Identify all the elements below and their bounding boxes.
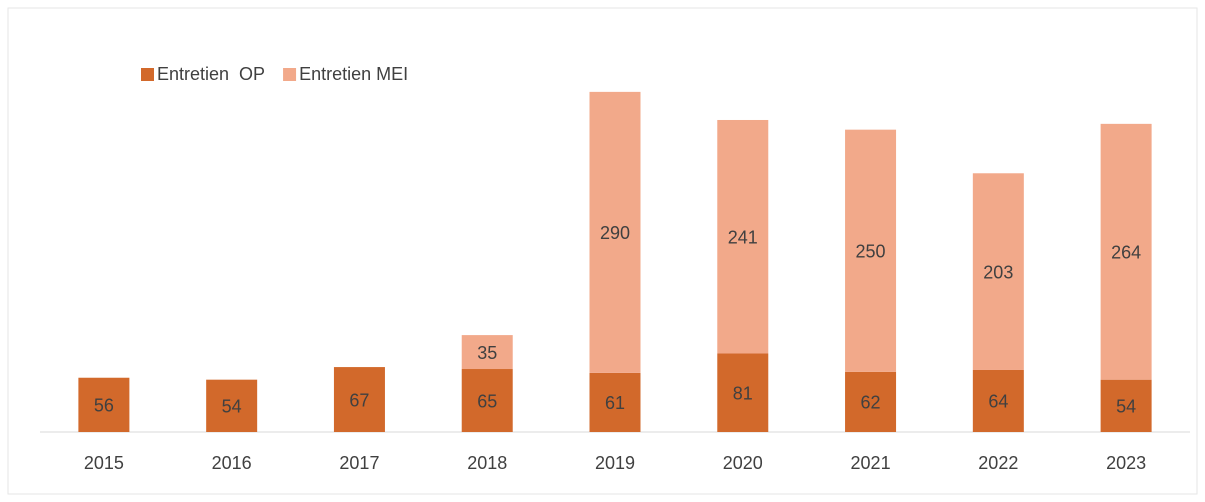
bar-segment xyxy=(972,369,1024,432)
x-tick-label: 2016 xyxy=(212,453,252,473)
data-label: 54 xyxy=(1116,397,1136,417)
x-tick-label: 2015 xyxy=(84,453,124,473)
bar-segment xyxy=(78,377,130,432)
x-tick-label: 2023 xyxy=(1106,453,1146,473)
data-label: 35 xyxy=(477,343,497,363)
bar-segment xyxy=(845,129,897,372)
data-label: 203 xyxy=(983,262,1013,282)
data-label: 61 xyxy=(605,393,625,413)
bar-segment xyxy=(461,369,513,432)
x-tick-label: 2017 xyxy=(339,453,379,473)
bar-segment xyxy=(717,119,769,354)
bar-segment xyxy=(717,353,769,432)
bar-segment xyxy=(1100,123,1152,380)
bar-segment xyxy=(589,91,641,373)
bar-segment xyxy=(206,379,258,432)
bar-segment xyxy=(333,367,385,432)
bar-segment xyxy=(1100,379,1152,432)
data-label: 64 xyxy=(988,392,1008,412)
legend-swatch xyxy=(141,68,154,81)
data-label: 290 xyxy=(600,223,630,243)
bar-segment xyxy=(589,372,641,432)
bar-segment xyxy=(461,335,513,370)
data-label: 56 xyxy=(94,396,114,416)
bar-segment xyxy=(845,371,897,432)
data-label: 65 xyxy=(477,391,497,411)
data-label: 62 xyxy=(861,393,881,413)
data-label: 264 xyxy=(1111,243,1141,263)
data-label: 54 xyxy=(222,397,242,417)
bar-segment xyxy=(972,173,1024,370)
legend-label: Entretien OP xyxy=(157,64,265,84)
x-tick-label: 2022 xyxy=(978,453,1018,473)
legend-label: Entretien MEI xyxy=(299,64,408,84)
data-label: 250 xyxy=(856,242,886,262)
x-tick-label: 2019 xyxy=(595,453,635,473)
x-tick-label: 2020 xyxy=(723,453,763,473)
data-label: 241 xyxy=(728,227,758,247)
x-tick-label: 2021 xyxy=(851,453,891,473)
x-tick-label: 2018 xyxy=(467,453,507,473)
data-label: 81 xyxy=(733,384,753,404)
data-label: 67 xyxy=(349,390,369,410)
legend-swatch xyxy=(283,68,297,81)
